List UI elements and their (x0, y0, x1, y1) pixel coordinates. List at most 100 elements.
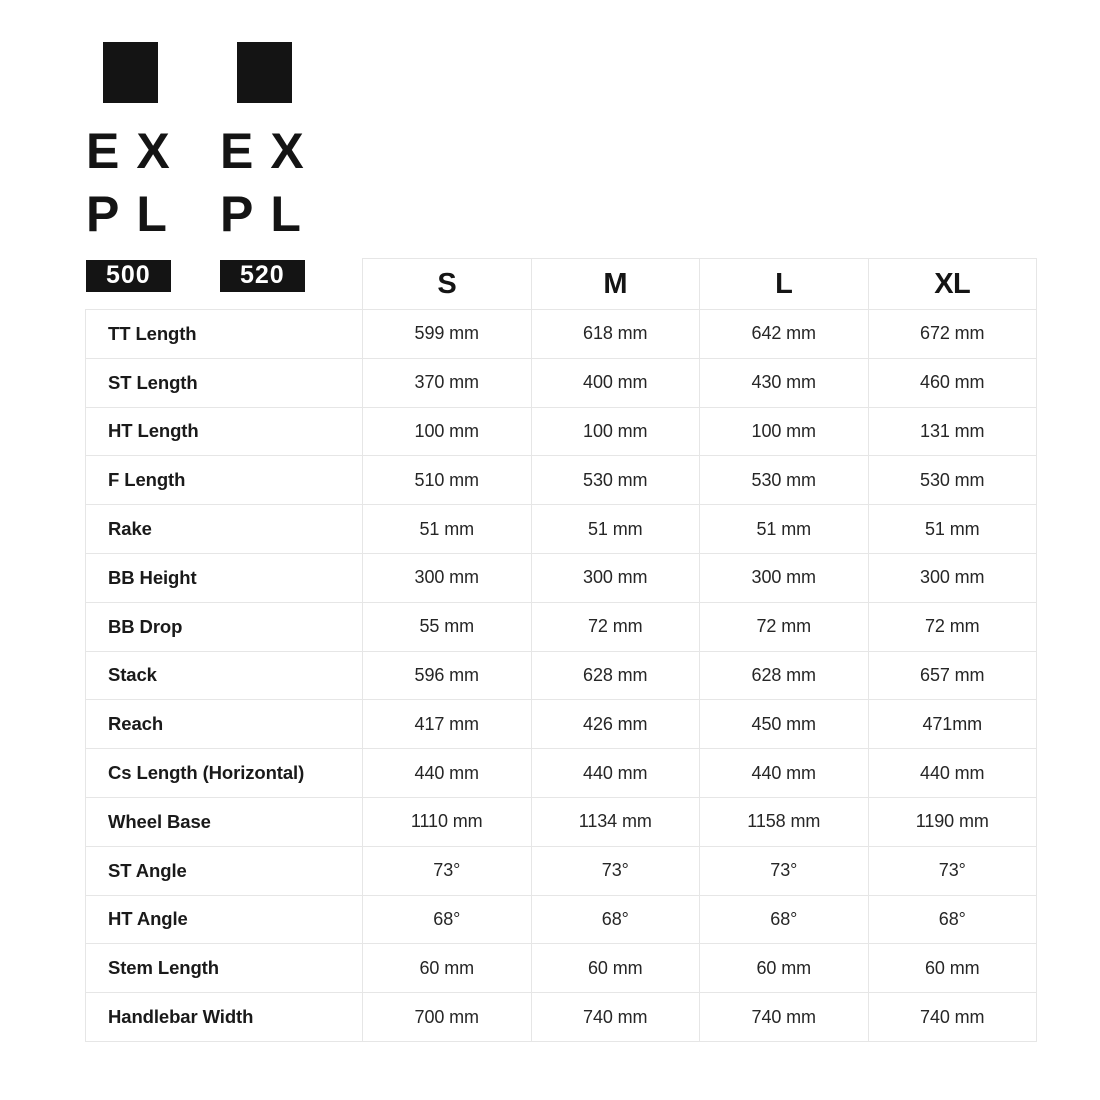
table-row: Rake 51 mm 51 mm 51 mm 51 mm (85, 504, 1037, 554)
cell-value: 72 mm (530, 601, 700, 652)
table-row: Reach 417 mm 426 mm 450 mm 471mm (85, 699, 1037, 750)
cell-value: 100 mm (530, 406, 700, 457)
cell-value: 1190 mm (867, 796, 1037, 847)
table-header-row: S M L XL (85, 258, 1037, 310)
cell-value: 740 mm (530, 992, 700, 1042)
cell-value: 300 mm (699, 552, 869, 603)
table-row: Stem Length 60 mm 60 mm 60 mm 60 mm (85, 943, 1037, 994)
row-label: Cs Length (Horizontal) (85, 748, 363, 798)
cell-value: 300 mm (867, 552, 1037, 603)
cell-value: 370 mm (362, 357, 532, 408)
cell-value: 100 mm (362, 406, 532, 457)
table-body: TT Length 599 mm 618 mm 642 mm 672 mm ST… (85, 309, 1037, 1042)
cell-value: 51 mm (699, 504, 869, 554)
brand-square-icon (103, 42, 158, 103)
row-label: BB Drop (85, 601, 363, 652)
size-header-m: M (530, 258, 700, 310)
table-row: ST Length 370 mm 400 mm 430 mm 460 mm (85, 357, 1037, 408)
cell-value: 628 mm (699, 650, 869, 701)
cell-value: 60 mm (362, 943, 532, 994)
table-row: HT Angle 68° 68° 68° 68° (85, 894, 1037, 945)
cell-value: 100 mm (699, 406, 869, 457)
table-row: Wheel Base 1110 mm 1134 mm 1158 mm 1190 … (85, 796, 1037, 847)
cell-value: 740 mm (867, 992, 1037, 1042)
cell-value: 68° (867, 894, 1037, 945)
table-row: BB Drop 55 mm 72 mm 72 mm 72 mm (85, 601, 1037, 652)
row-label: HT Angle (85, 894, 363, 945)
cell-value: 450 mm (699, 699, 869, 750)
cell-value: 657 mm (867, 650, 1037, 701)
cell-value: 73° (867, 845, 1037, 896)
row-label: Wheel Base (85, 796, 363, 847)
cell-value: 440 mm (362, 748, 532, 798)
cell-value: 72 mm (699, 601, 869, 652)
row-label: Stack (85, 650, 363, 701)
cell-value: 740 mm (699, 992, 869, 1042)
cell-value: 51 mm (362, 504, 532, 554)
cell-value: 72 mm (867, 601, 1037, 652)
table-header: S M L XL (85, 258, 1037, 310)
cell-value: 430 mm (699, 357, 869, 408)
cell-value: 60 mm (867, 943, 1037, 994)
cell-value: 440 mm (867, 748, 1037, 798)
row-label: BB Height (85, 552, 363, 603)
brand-line-2: PL (86, 186, 184, 242)
cell-value: 55 mm (362, 601, 532, 652)
cell-value: 1134 mm (530, 796, 700, 847)
cell-value: 131 mm (867, 406, 1037, 457)
cell-value: 530 mm (699, 455, 869, 506)
size-header-l: L (699, 258, 869, 310)
cell-value: 440 mm (699, 748, 869, 798)
row-label: F Length (85, 455, 363, 506)
row-label: ST Angle (85, 845, 363, 896)
cell-value: 73° (362, 845, 532, 896)
cell-value: 60 mm (530, 943, 700, 994)
brand-line-1: EX (86, 123, 187, 179)
table-row: Stack 596 mm 628 mm 628 mm 657 mm (85, 650, 1037, 701)
brand-line-1: EX (220, 123, 321, 179)
brand-wordmark: EX PL (220, 123, 321, 242)
cell-value: 530 mm (867, 455, 1037, 506)
row-label: HT Length (85, 406, 363, 457)
table-corner-cell (85, 258, 363, 310)
cell-value: 68° (362, 894, 532, 945)
table-row: F Length 510 mm 530 mm 530 mm 530 mm (85, 455, 1037, 506)
cell-value: 460 mm (867, 357, 1037, 408)
cell-value: 60 mm (699, 943, 869, 994)
cell-value: 417 mm (362, 699, 532, 750)
brand-wordmark: EX PL (86, 123, 187, 242)
table-row: ST Angle 73° 73° 73° 73° (85, 845, 1037, 896)
brand-logo-exp-500: EX PL 500 (86, 42, 187, 293)
cell-value: 426 mm (530, 699, 700, 750)
brand-square-icon (237, 42, 292, 103)
cell-value: 700 mm (362, 992, 532, 1042)
row-label: Reach (85, 699, 363, 750)
table-row: BB Height 300 mm 300 mm 300 mm 300 mm (85, 552, 1037, 603)
cell-value: 68° (530, 894, 700, 945)
brand-logo-group: EX PL 500 EX PL 520 (86, 42, 386, 293)
row-label: ST Length (85, 357, 363, 408)
row-label: Rake (85, 504, 363, 554)
cell-value: 400 mm (530, 357, 700, 408)
size-header-xl: XL (867, 258, 1037, 310)
cell-value: 510 mm (362, 455, 532, 506)
geometry-table-container: S M L XL TT Length 599 mm 618 mm 642 mm … (85, 258, 1037, 1042)
brand-logo-exp-520: EX PL 520 (220, 42, 321, 293)
row-label: Handlebar Width (85, 992, 363, 1042)
cell-value: 68° (699, 894, 869, 945)
table-row: TT Length 599 mm 618 mm 642 mm 672 mm (85, 309, 1037, 359)
cell-value: 73° (530, 845, 700, 896)
cell-value: 300 mm (530, 552, 700, 603)
size-header-s: S (362, 258, 532, 310)
brand-line-2: PL (220, 186, 318, 242)
cell-value: 1110 mm (362, 796, 532, 847)
cell-value: 596 mm (362, 650, 532, 701)
cell-value: 599 mm (362, 309, 532, 359)
cell-value: 440 mm (530, 748, 700, 798)
cell-value: 51 mm (867, 504, 1037, 554)
cell-value: 51 mm (530, 504, 700, 554)
row-label: TT Length (85, 309, 363, 359)
cell-value: 618 mm (530, 309, 700, 359)
cell-value: 300 mm (362, 552, 532, 603)
table-row: Handlebar Width 700 mm 740 mm 740 mm 740… (85, 992, 1037, 1042)
